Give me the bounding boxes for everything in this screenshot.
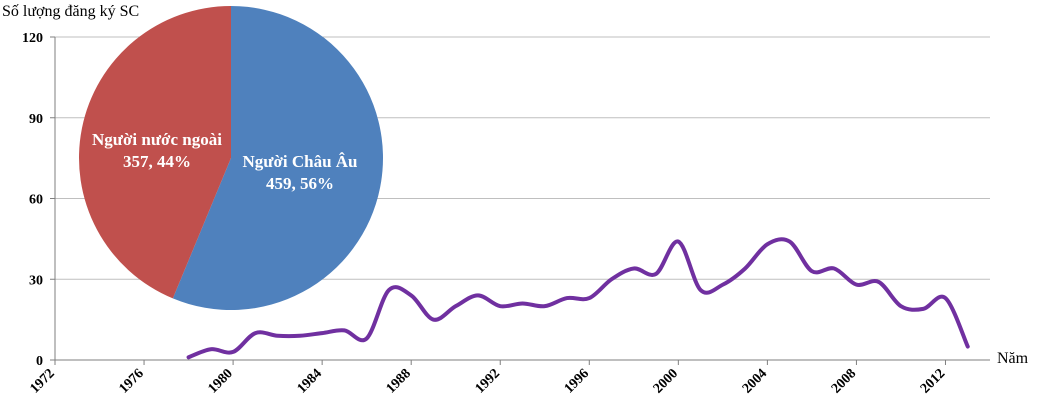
y-tick-label: 0 [36,354,43,369]
y-axis-title: Số lượng đăng ký SC [2,3,139,20]
y-tick-label: 90 [29,112,43,127]
pie-slice [172,6,383,310]
x-axis-ticks: 1972 1976 1980 1984 1988 1992 1996 2000 2004 2008… [27,360,948,397]
x-tick-label: 2008 [829,366,859,396]
x-tick-label: 1996 [562,366,592,396]
pie-slice [78,6,231,299]
line-series [186,237,970,360]
x-axis-title: Năm [997,350,1029,367]
pie-slice-label: Người Châu Âu [242,152,357,171]
y-tick-label: 120 [22,31,43,46]
x-tick-label: 1984 [295,366,325,396]
y-tick-label: 60 [29,193,43,208]
series-line [186,237,970,360]
x-tick-label: 1976 [116,366,146,396]
x-tick-label: 1980 [206,366,236,396]
pie-slice-label: Người nước ngoài [92,130,222,149]
x-tick-label: 1988 [384,366,414,396]
x-tick-label: 2004 [740,366,770,396]
y-tick-label: 30 [29,273,43,288]
y-axis-ticks: 0 30 60 90 120 [22,31,55,369]
pie-chart: Người Châu Âu 459, 56% Người nước ngoài 357… [78,6,383,310]
x-tick-label: 2012 [918,366,948,396]
x-tick-label: 1972 [27,366,57,396]
pie-slice-value: 357, 44% [123,152,191,171]
x-tick-label: 1992 [473,366,503,396]
pie-slice-value: 459, 56% [266,174,334,193]
x-tick-label: 2000 [651,366,681,396]
